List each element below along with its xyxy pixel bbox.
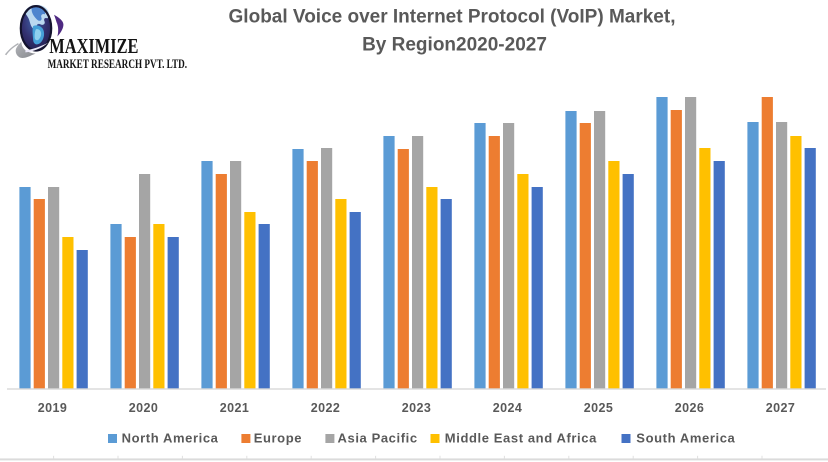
svg-text:2020: 2020 — [129, 401, 158, 415]
svg-text:2024: 2024 — [493, 401, 522, 415]
svg-text:2026: 2026 — [675, 401, 704, 415]
svg-text:By Region2020-2027: By Region2020-2027 — [362, 34, 547, 55]
svg-text:MARKET RESEARCH PVT. LTD.: MARKET RESEARCH PVT. LTD. — [48, 58, 188, 72]
svg-text:2023: 2023 — [402, 401, 431, 415]
svg-text:South America: South America — [636, 431, 735, 446]
svg-text:2025: 2025 — [584, 401, 613, 415]
svg-text:MAXIMIZE: MAXIMIZE — [49, 35, 138, 58]
svg-text:2022: 2022 — [311, 401, 340, 415]
svg-text:Global Voice over Internet Pro: Global Voice over Internet Protocol (VoI… — [229, 7, 676, 28]
svg-text:North America: North America — [122, 431, 219, 446]
svg-text:2027: 2027 — [766, 401, 795, 415]
svg-text:Middle East and Africa: Middle East and Africa — [445, 431, 597, 446]
svg-text:2021: 2021 — [220, 401, 249, 415]
svg-text:Europe: Europe — [254, 431, 302, 446]
svg-text:2019: 2019 — [38, 401, 67, 415]
svg-text:Asia Pacific: Asia Pacific — [338, 431, 418, 446]
